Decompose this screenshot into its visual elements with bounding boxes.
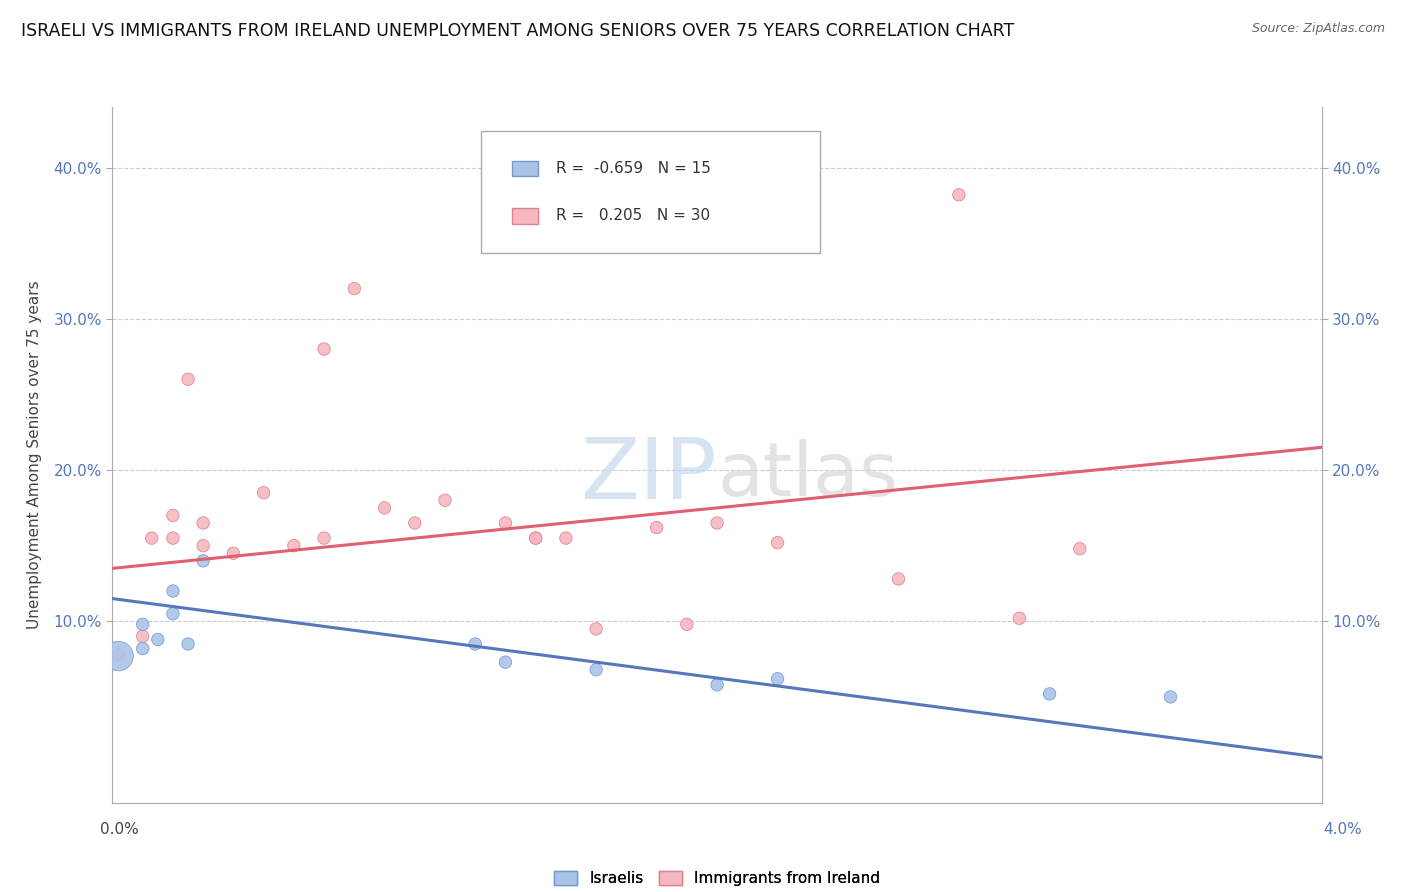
Point: [312, 342, 335, 356]
Point: [107, 649, 129, 664]
Point: [524, 531, 547, 545]
Point: [495, 655, 517, 669]
Point: [283, 539, 305, 553]
Point: [253, 485, 276, 500]
Point: [132, 629, 155, 643]
Text: R =  -0.659   N = 15: R = -0.659 N = 15: [557, 161, 711, 176]
Y-axis label: Unemployment Among Seniors over 75 years: Unemployment Among Seniors over 75 years: [28, 281, 42, 629]
Point: [1008, 611, 1031, 625]
Text: 4.0%: 4.0%: [1323, 822, 1362, 837]
Point: [524, 531, 547, 545]
Point: [312, 531, 335, 545]
Point: [162, 508, 184, 523]
Point: [887, 572, 910, 586]
Point: [404, 516, 426, 530]
Point: [373, 500, 396, 515]
Legend: Israelis, Immigrants from Ireland: Israelis, Immigrants from Ireland: [548, 865, 886, 892]
Point: [464, 637, 486, 651]
Point: [495, 516, 517, 530]
Point: [585, 622, 607, 636]
Point: [766, 535, 789, 549]
FancyBboxPatch shape: [512, 161, 538, 177]
FancyBboxPatch shape: [512, 209, 538, 224]
Point: [645, 520, 668, 534]
Point: [177, 637, 200, 651]
Point: [162, 607, 184, 621]
Text: 0.0%: 0.0%: [100, 822, 139, 837]
Point: [132, 617, 155, 632]
Point: [191, 516, 215, 530]
Text: Source: ZipAtlas.com: Source: ZipAtlas.com: [1251, 22, 1385, 36]
Text: atlas: atlas: [717, 439, 898, 512]
Point: [177, 372, 200, 386]
FancyBboxPatch shape: [481, 131, 820, 253]
Point: [222, 546, 245, 560]
Point: [706, 678, 728, 692]
Point: [585, 663, 607, 677]
Text: ISRAELI VS IMMIGRANTS FROM IRELAND UNEMPLOYMENT AMONG SENIORS OVER 75 YEARS CORR: ISRAELI VS IMMIGRANTS FROM IRELAND UNEMP…: [21, 22, 1014, 40]
Point: [141, 531, 163, 545]
Point: [433, 493, 456, 508]
Point: [948, 187, 970, 202]
Point: [191, 539, 215, 553]
Point: [1069, 541, 1091, 556]
Point: [675, 617, 697, 632]
Point: [132, 641, 155, 656]
Text: ZIP: ZIP: [581, 434, 717, 517]
Point: [1038, 687, 1062, 701]
Text: R =   0.205   N = 30: R = 0.205 N = 30: [557, 209, 710, 224]
Point: [162, 531, 184, 545]
Point: [191, 554, 215, 568]
Point: [146, 632, 169, 647]
Point: [706, 516, 728, 530]
Point: [162, 584, 184, 599]
Point: [766, 672, 789, 686]
Point: [1159, 690, 1181, 704]
Point: [107, 648, 129, 662]
Point: [343, 281, 366, 295]
Point: [554, 531, 576, 545]
